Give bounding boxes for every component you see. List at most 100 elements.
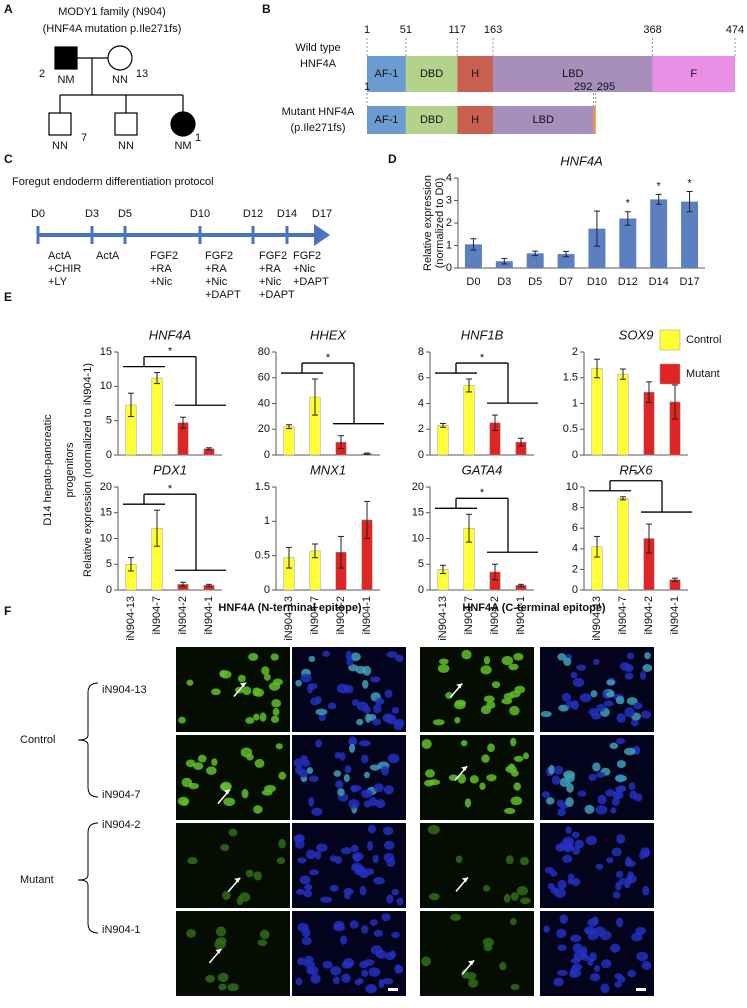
nucleus <box>567 878 575 885</box>
nucleus <box>316 843 328 852</box>
position-label: 368 <box>643 24 661 36</box>
nucleus <box>245 869 254 878</box>
nucleus <box>540 710 552 718</box>
nucleus <box>305 849 317 860</box>
domain-label: F <box>690 68 697 80</box>
nucleus <box>373 929 384 937</box>
nucleus <box>587 957 594 967</box>
nucleus <box>510 796 523 806</box>
nucleus <box>641 960 652 971</box>
nucleus <box>253 871 262 881</box>
nucleus <box>359 885 367 896</box>
nucleus <box>356 718 364 726</box>
nucleus <box>186 929 196 938</box>
x-tick-label: D0 <box>466 276 480 288</box>
y-tick-label: 60 <box>258 372 270 384</box>
micrograph <box>176 735 290 820</box>
nucleus <box>382 977 394 985</box>
nucleus <box>644 652 651 660</box>
nucleus <box>561 692 572 702</box>
nucleus <box>359 740 371 747</box>
nucleus <box>570 671 578 679</box>
nucleus <box>197 754 207 763</box>
y-tick-label: 20 <box>100 481 112 493</box>
bar <box>588 228 606 268</box>
nucleus <box>505 855 514 865</box>
bar <box>464 244 482 268</box>
nucleus <box>384 840 395 850</box>
nucleus <box>253 688 265 697</box>
nucleus <box>510 917 517 926</box>
nucleus <box>615 870 624 878</box>
chart-title: SOX9 <box>619 327 654 342</box>
y-tick-label: 0 <box>418 449 424 461</box>
panel-label: E <box>4 290 12 304</box>
nucleus <box>461 968 468 979</box>
nucleus <box>295 888 305 895</box>
domain-label: H <box>471 114 479 126</box>
nucleus <box>294 839 305 849</box>
arrowhead <box>215 948 222 954</box>
nucleus <box>298 769 309 778</box>
nucleus <box>576 664 587 671</box>
y-tick-label: 0 <box>106 584 112 596</box>
nucleus <box>483 695 495 703</box>
day-label: D5 <box>118 208 132 220</box>
treatment: +LY <box>48 276 68 288</box>
y-tick-label: 15 <box>100 346 112 358</box>
nucleus <box>639 670 647 680</box>
position-label: 51 <box>400 24 412 36</box>
nucleus <box>276 857 286 865</box>
nucleus <box>556 799 565 807</box>
arrowhead <box>461 766 468 772</box>
day-label: D0 <box>31 208 45 220</box>
nucleus <box>510 892 519 901</box>
nucleus <box>295 977 303 986</box>
treatment: +Nic <box>293 263 316 275</box>
position-label: 163 <box>484 24 502 36</box>
x-tick-label: D17 <box>679 276 699 288</box>
y-tick-label: 0 <box>418 584 424 596</box>
domain <box>457 106 494 134</box>
nucleus <box>369 764 381 771</box>
nucleus <box>384 689 393 699</box>
nucleus <box>248 652 259 661</box>
nucleus <box>570 934 582 943</box>
x-tick-label: iN904-1 <box>669 596 681 635</box>
nucleus <box>593 658 600 666</box>
y-tick-label: 8 <box>418 346 424 358</box>
significance: * <box>634 470 639 482</box>
nucleus <box>427 825 440 835</box>
nucleus <box>217 972 229 983</box>
x-tick-label: iN904-13 <box>125 596 137 641</box>
x-tick-label: iN904-1 <box>361 596 373 635</box>
nucleus <box>565 700 577 708</box>
nucleus <box>386 651 398 658</box>
nucleus <box>557 944 567 951</box>
nucleus <box>624 707 635 718</box>
nucleus <box>193 762 204 770</box>
day-label: D3 <box>85 208 99 220</box>
bar <box>283 426 295 456</box>
x-tick-label: D5 <box>528 276 542 288</box>
frameshift-region <box>593 106 596 134</box>
panel-label: B <box>262 2 271 16</box>
nucleus <box>387 753 400 764</box>
y-tick-label: 4 <box>418 397 424 409</box>
chart-title: MNX1 <box>310 462 346 477</box>
x-tick-label: iN904-1 <box>203 596 215 635</box>
x-tick-label: iN904-7 <box>309 596 321 635</box>
treatment: ActA <box>96 250 120 262</box>
domain <box>493 106 594 134</box>
nucleus <box>311 807 323 816</box>
nucleus <box>373 876 385 885</box>
nucleus <box>614 774 627 782</box>
male-symbol <box>114 112 138 136</box>
x-tick-label: iN904-7 <box>463 596 475 635</box>
y-axis-label: Relative expression (normalized to iN904… <box>82 363 94 577</box>
bar <box>437 425 449 456</box>
significance: * <box>657 180 662 192</box>
treatment: +DAPT <box>293 276 329 288</box>
nucleus <box>491 681 501 689</box>
nucleus <box>362 679 369 689</box>
